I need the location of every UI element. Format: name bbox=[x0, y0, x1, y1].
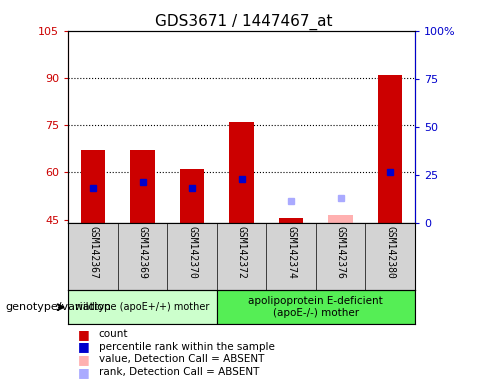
Bar bbox=[68, 290, 217, 324]
Text: apolipoprotein E-deficient
(apoE-/-) mother: apolipoprotein E-deficient (apoE-/-) mot… bbox=[248, 296, 383, 318]
Bar bbox=[81, 150, 105, 223]
Bar bbox=[180, 169, 204, 223]
Text: ■: ■ bbox=[78, 353, 90, 366]
Text: wildtype (apoE+/+) mother: wildtype (apoE+/+) mother bbox=[75, 302, 210, 312]
Text: GSM142367: GSM142367 bbox=[88, 226, 98, 279]
Bar bbox=[279, 218, 304, 223]
Text: ■: ■ bbox=[78, 340, 90, 353]
Bar bbox=[229, 122, 254, 223]
Text: ■: ■ bbox=[78, 328, 90, 341]
Text: percentile rank within the sample: percentile rank within the sample bbox=[99, 342, 274, 352]
Text: GSM142369: GSM142369 bbox=[138, 226, 147, 279]
Text: value, Detection Call = ABSENT: value, Detection Call = ABSENT bbox=[99, 354, 264, 364]
Bar bbox=[378, 75, 403, 223]
Bar bbox=[217, 290, 415, 324]
Bar bbox=[328, 215, 353, 223]
Bar bbox=[130, 150, 155, 223]
Text: count: count bbox=[99, 329, 128, 339]
Text: ■: ■ bbox=[78, 366, 90, 379]
Text: GSM142380: GSM142380 bbox=[385, 226, 395, 279]
Text: GSM142376: GSM142376 bbox=[336, 226, 346, 279]
Text: rank, Detection Call = ABSENT: rank, Detection Call = ABSENT bbox=[99, 367, 259, 377]
Text: GDS3671 / 1447467_at: GDS3671 / 1447467_at bbox=[155, 13, 333, 30]
Text: GSM142372: GSM142372 bbox=[237, 226, 246, 279]
Text: GSM142374: GSM142374 bbox=[286, 226, 296, 279]
Text: genotype/variation: genotype/variation bbox=[5, 302, 111, 312]
Text: GSM142370: GSM142370 bbox=[187, 226, 197, 279]
